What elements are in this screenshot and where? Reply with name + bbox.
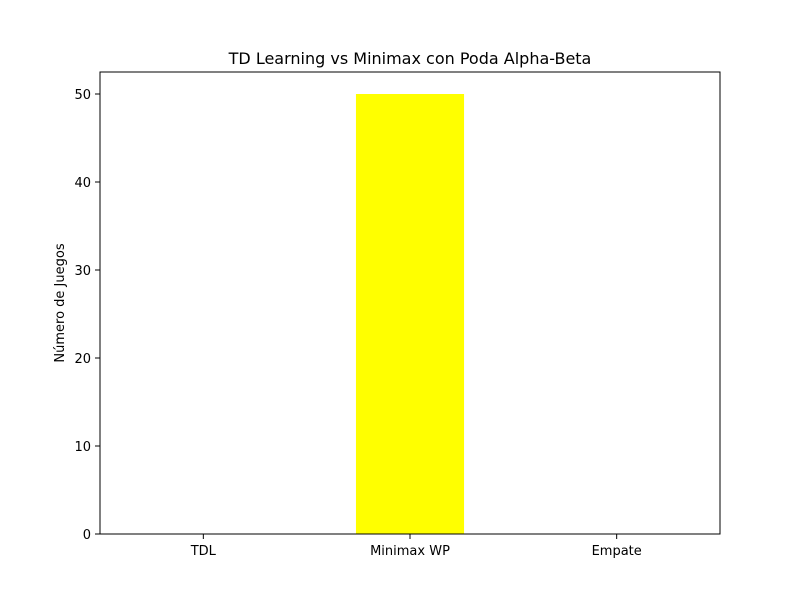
y-tick-label: 20 — [74, 352, 91, 367]
bar-minimax-wp — [355, 94, 465, 534]
y-tick-label: 40 — [74, 176, 91, 191]
x-axis: TDL Minimax WP Empate — [190, 534, 642, 559]
x-tick-label: Minimax WP — [370, 544, 450, 559]
chart-title: TD Learning vs Minimax con Poda Alpha-Be… — [228, 49, 592, 68]
y-tick-label: 30 — [74, 264, 91, 279]
y-axis: 0 10 20 30 40 50 — [74, 88, 100, 543]
y-tick-label: 10 — [74, 440, 91, 455]
y-axis-title: Número de Juegos — [53, 243, 68, 362]
y-tick-label: 50 — [74, 88, 91, 103]
y-tick-label: 0 — [83, 528, 91, 543]
bars-layer — [355, 94, 465, 534]
x-tick-label: Empate — [592, 544, 642, 559]
x-tick-label: TDL — [190, 544, 217, 559]
